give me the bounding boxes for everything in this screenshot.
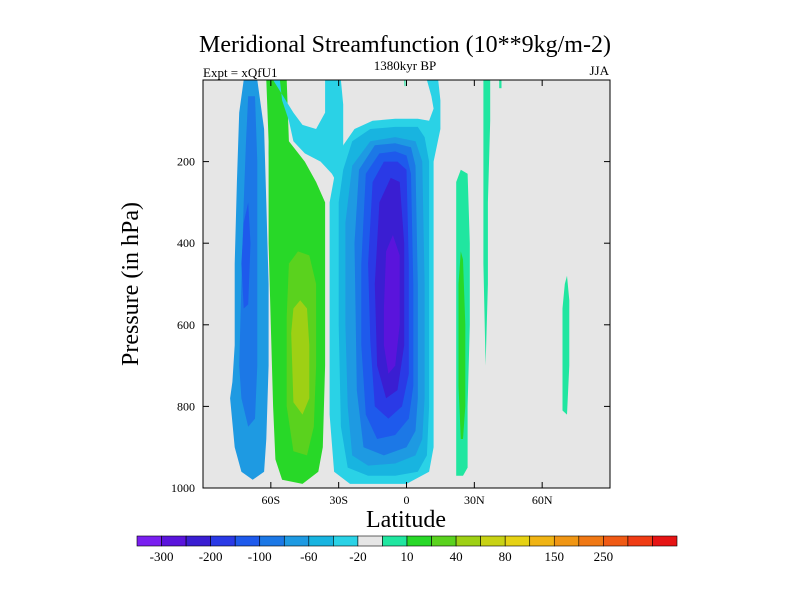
x-tick-label-1: 30S [329, 493, 348, 507]
x-tick-label-0: 60S [261, 493, 280, 507]
colorbar-label-0: -300 [150, 549, 174, 564]
experiment-label: Expt = xQfU1 [203, 65, 278, 80]
colorbar-box-0 [136, 535, 162, 547]
y-tick-label-2: 600 [177, 318, 195, 332]
colorbar-box-8 [333, 535, 359, 547]
colorbar-box-4 [234, 535, 261, 547]
colorbar-box-15 [504, 535, 531, 547]
colorbar-label-9: 250 [594, 549, 614, 564]
colorbar-box-16 [529, 535, 555, 547]
x-tick-label-3: 30N [464, 493, 485, 507]
period-label: 1380kyr BP [374, 58, 436, 73]
contour-region-16 [404, 80, 406, 87]
colorbar-box-5 [259, 535, 285, 547]
colorbar-label-8: 150 [545, 549, 565, 564]
contour-region-7 [273, 80, 346, 219]
colorbar-box-19 [603, 535, 629, 547]
x-axis-ticks: 60S 30S 0 30N 60N [261, 80, 553, 507]
colorbar-box-6 [283, 535, 310, 547]
colorbar-label-2: -100 [248, 549, 272, 564]
season-label: JJA [589, 63, 609, 78]
x-tick-label-4: 60N [532, 493, 553, 507]
contour-region-15 [383, 235, 400, 374]
colorbar-label-5: 10 [401, 549, 414, 564]
colorbar-box-13 [455, 535, 481, 547]
colorbar-label-4: -20 [349, 549, 366, 564]
colorbar-box-10 [382, 535, 408, 547]
x-axis-label: Latitude [366, 507, 446, 533]
colorbar-box-2 [185, 535, 211, 547]
colorbar-label-3: -60 [300, 549, 317, 564]
contour-region-18 [458, 251, 466, 439]
colorbar-box-3 [210, 535, 236, 547]
contour-region-6 [291, 300, 310, 415]
colorbar-box-7 [308, 535, 334, 547]
colorbar-label-7: 80 [499, 549, 512, 564]
colorbar-box-17 [553, 535, 580, 547]
contour-region-20 [499, 80, 502, 89]
y-tick-label-1: 400 [177, 236, 195, 250]
colorbar-box-20 [627, 535, 653, 547]
colorbar-box-12 [431, 535, 457, 547]
contour-region-21 [562, 275, 570, 415]
colorbar-box-14 [480, 535, 506, 547]
y-axis-ticks: 200 400 600 800 1000 [171, 155, 610, 495]
chart-title: Meridional Streamfunction (10**9kg/m-2) [199, 32, 611, 58]
y-tick-label-0: 200 [177, 155, 195, 169]
colorbar-label-6: 40 [450, 549, 463, 564]
colorbar: -300 -200 -100 -60 -20 10 40 80 150 250 [136, 535, 678, 564]
colorbar-box-11 [406, 535, 432, 547]
colorbar-box-9 [357, 535, 383, 547]
y-axis-label: Pressure (in hPa) [118, 202, 144, 366]
x-tick-label-2: 0 [404, 493, 410, 507]
colorbar-box-18 [578, 535, 604, 547]
colorbar-box-1 [161, 535, 187, 547]
colorbar-label-1: -200 [199, 549, 223, 564]
contour-regions [230, 80, 570, 484]
colorbar-box-21 [652, 535, 678, 547]
contour-region-2 [241, 202, 251, 309]
y-tick-label-3: 800 [177, 399, 195, 413]
y-tick-label-4: 1000 [171, 481, 195, 495]
contour-region-19 [483, 80, 491, 366]
